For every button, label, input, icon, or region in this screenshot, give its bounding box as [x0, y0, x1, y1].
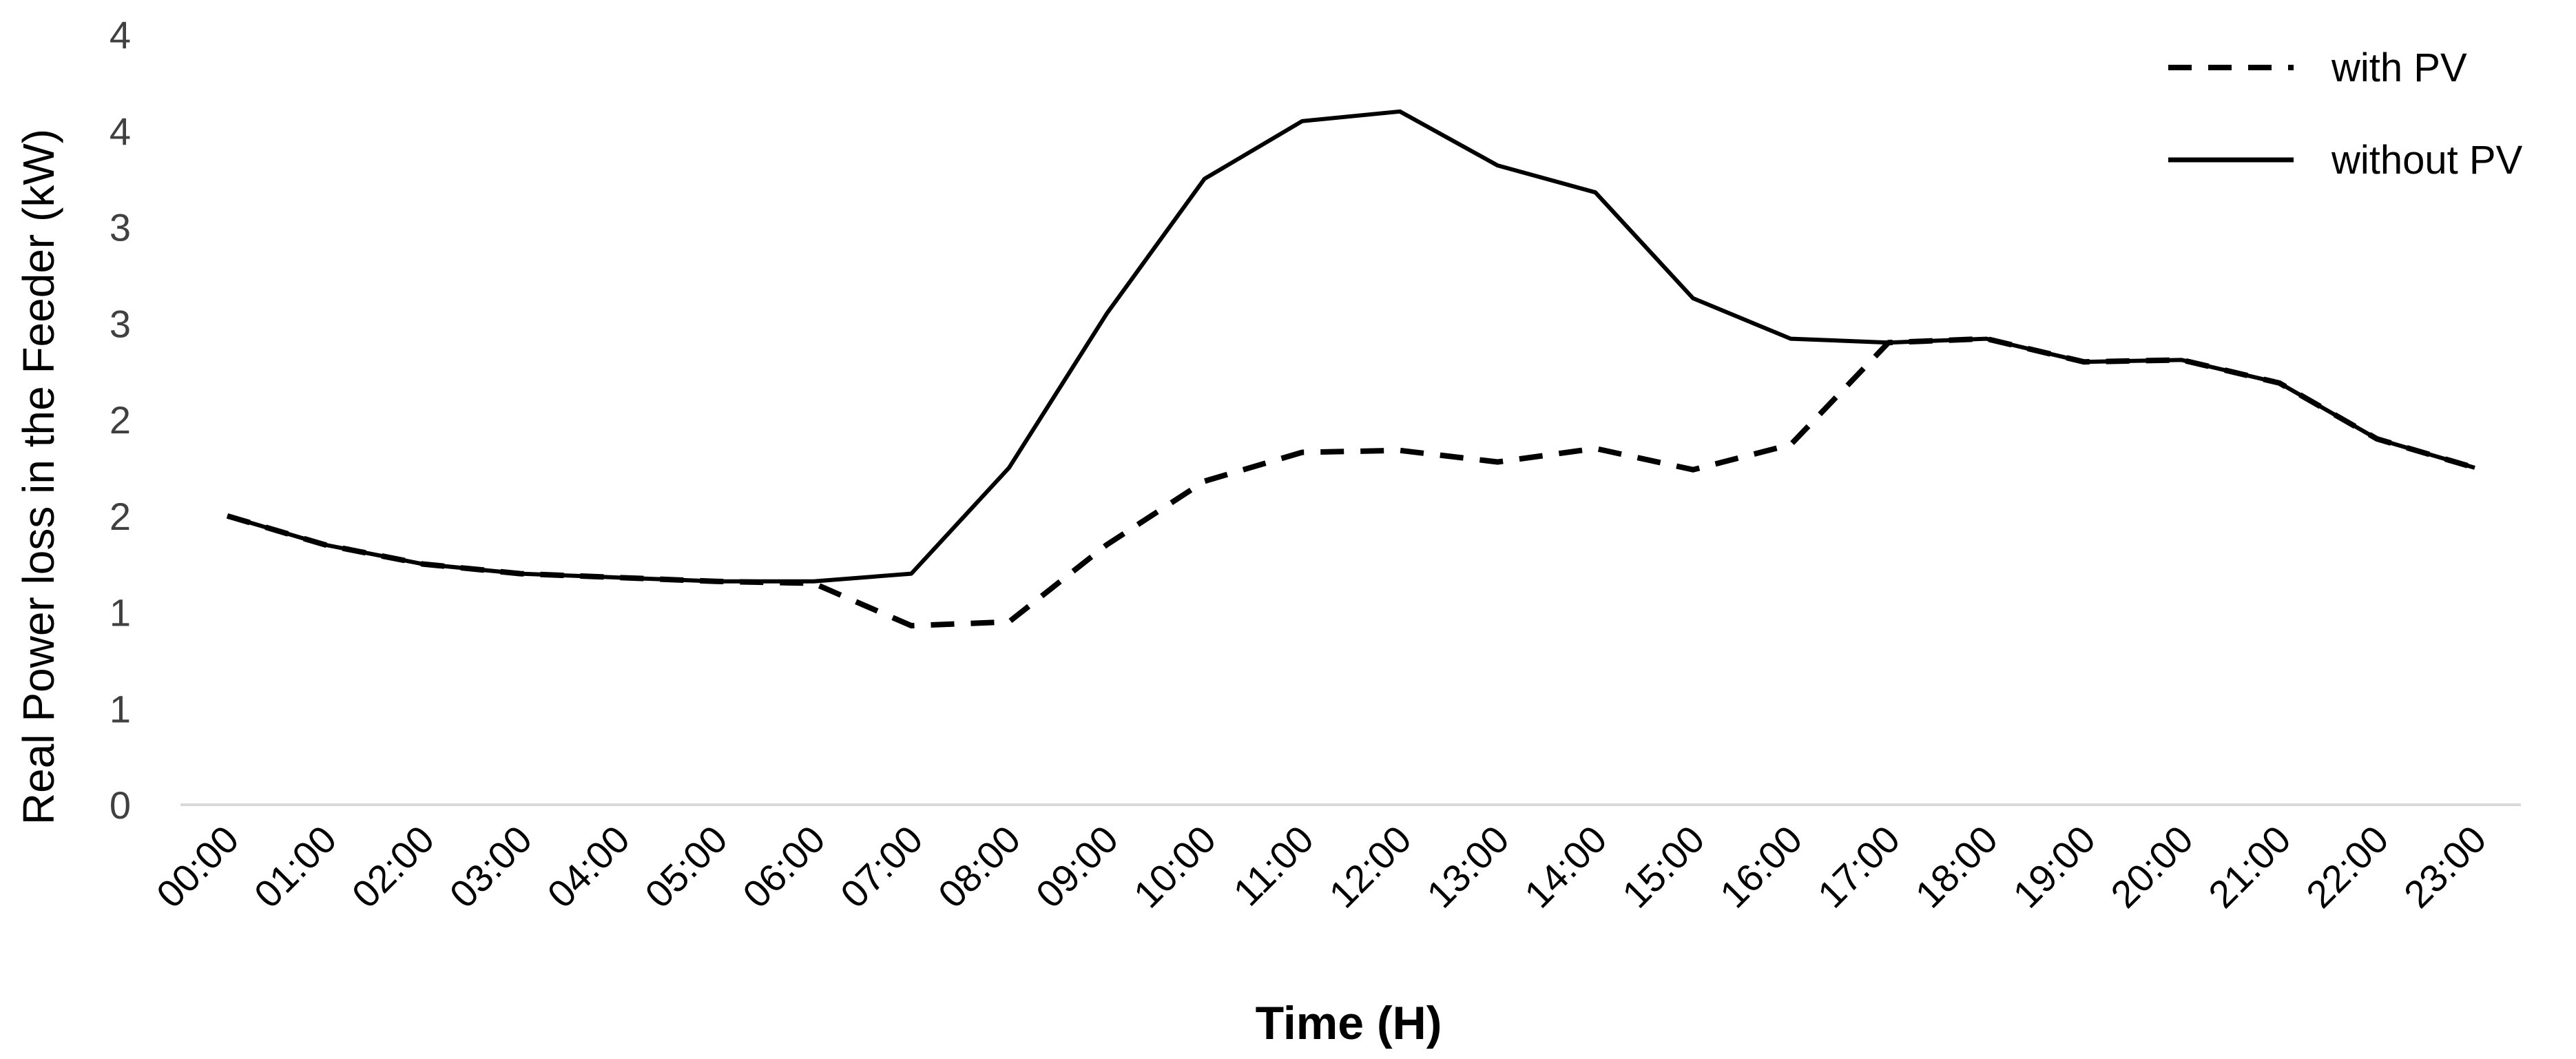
- x-tick-label: 07:00: [832, 817, 931, 916]
- x-tick-label: 19:00: [2004, 817, 2104, 916]
- y-tick-label: 1: [110, 591, 131, 635]
- legend: with PV without PV: [2168, 45, 2523, 183]
- series-lines: [226, 109, 2476, 629]
- x-tick-label: 16:00: [1712, 817, 1811, 916]
- x-tick-label: 01:00: [246, 817, 345, 916]
- y-tick-label: 3: [110, 302, 131, 345]
- x-tick-label: 06:00: [734, 817, 833, 916]
- x-tick-label: 20:00: [2102, 817, 2201, 916]
- x-tick-label: 02:00: [344, 817, 443, 916]
- x-tick-label: 21:00: [2200, 817, 2299, 916]
- x-tick-label: 14:00: [1516, 817, 1615, 916]
- y-axis-title: Real Power loss in the Feeder (kW): [14, 129, 63, 825]
- x-tick-label: 18:00: [1907, 817, 2006, 916]
- x-axis-ticks: 00:0001:0002:0003:0004:0005:0006:0007:00…: [148, 817, 2495, 916]
- y-axis-ticks: 0 1 1 2 2 3 3 4 4: [110, 13, 131, 827]
- x-tick-label: 08:00: [930, 817, 1029, 916]
- x-tick-label: 09:00: [1028, 817, 1127, 916]
- x-tick-label: 11:00: [1225, 817, 1322, 914]
- x-tick-label: 00:00: [148, 817, 247, 916]
- x-tick-label: 04:00: [539, 817, 638, 916]
- series-line-with-pv: [226, 336, 2476, 629]
- y-tick-label: 1: [110, 687, 131, 730]
- x-tick-label: 10:00: [1125, 817, 1225, 916]
- series-line-without-pv: [227, 109, 2475, 584]
- x-tick-label: 15:00: [1614, 817, 1713, 916]
- y-tick-label: 2: [110, 398, 131, 442]
- x-tick-label: 17:00: [1809, 817, 1909, 916]
- x-axis-title: Time (H): [1256, 997, 1442, 1049]
- x-tick-label: 03:00: [441, 817, 540, 916]
- legend-label-with-pv: with PV: [2331, 45, 2467, 90]
- x-tick-label: 23:00: [2396, 817, 2495, 916]
- y-tick-label: 0: [110, 783, 131, 827]
- x-tick-label: 05:00: [636, 817, 736, 916]
- y-tick-label: 4: [110, 110, 131, 153]
- y-tick-label: 4: [110, 13, 131, 56]
- x-tick-label: 13:00: [1418, 817, 1517, 916]
- x-tick-label: 12:00: [1320, 817, 1420, 916]
- legend-label-without-pv: without PV: [2331, 138, 2523, 183]
- y-tick-label: 3: [110, 206, 131, 249]
- y-tick-label: 2: [110, 495, 131, 538]
- x-tick-label: 22:00: [2298, 817, 2397, 916]
